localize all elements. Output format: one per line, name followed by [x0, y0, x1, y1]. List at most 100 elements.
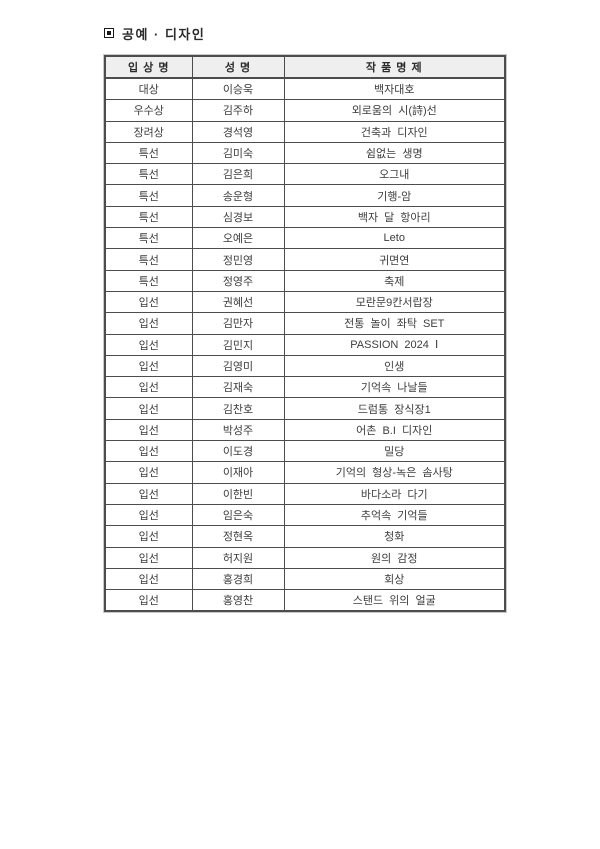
work-cell: 축제: [283, 269, 506, 292]
work-cell: 회상: [283, 567, 506, 591]
name-cell: 허지원: [191, 546, 285, 569]
work-cell: 밀당: [283, 440, 506, 463]
name-cell: 오예은: [191, 227, 285, 250]
award-cell: 특선: [104, 141, 193, 165]
name-cell: 임은숙: [191, 503, 285, 527]
table-row: 입선 이재아 기억의 형상-녹은 솜사탕: [104, 461, 506, 484]
award-cell: 입선: [104, 503, 193, 527]
table-row: 특선 심경보 백자 달 항아리: [104, 205, 506, 229]
table-row: 특선 김은희 오그내: [104, 163, 506, 186]
work-cell: 백자 달 항아리: [283, 205, 506, 229]
work-cell: 백자대호: [283, 77, 506, 101]
work-cell: Leto: [283, 227, 506, 250]
name-cell: 김재숙: [191, 376, 285, 399]
name-cell: 김민지: [191, 333, 285, 356]
name-cell: 김만자: [191, 312, 285, 335]
name-cell: 심경보: [191, 205, 285, 229]
work-cell: 모란문9칸서랍장: [283, 290, 506, 314]
name-cell: 홍경희: [191, 567, 285, 591]
awards-table: 입 상 명 성 명 작 품 명 제 대상 이승욱 백자대호 우수상 김주하 외로움의 시(…: [103, 53, 507, 614]
table-row: 입선 홍경희 회상: [104, 567, 506, 591]
award-cell: 특선: [104, 248, 193, 271]
award-cell: 입선: [104, 312, 193, 335]
table-row: 입선 권혜선 모란문9칸서랍장: [104, 290, 506, 314]
award-cell: 입선: [104, 546, 193, 569]
table-row: 우수상 김주하 외로움의 시(詩)선: [104, 99, 506, 122]
header-award-name: 입 상 명: [104, 55, 193, 79]
table-row: 입선 김찬호 드럼통 장식장1: [104, 397, 506, 420]
work-cell: 기억속 나날들: [283, 376, 506, 399]
work-cell: 건축과 디자인: [283, 120, 506, 143]
table-row: 입선 이한빈 바다소라 다기: [104, 482, 506, 505]
table-body: 대상 이승욱 백자대호 우수상 김주하 외로움의 시(詩)선 장려상 경석영 건축과 디자인 특선…: [104, 77, 506, 612]
award-cell: 입선: [104, 567, 193, 591]
name-cell: 경석영: [191, 120, 285, 143]
table-row: 입선 김민지 PASSION 2024 Ⅰ: [104, 333, 506, 356]
table-row: 입선 허지원 원의 감정: [104, 546, 506, 569]
table-row: 입선 임은숙 추억속 기억들: [104, 503, 506, 527]
section-bullet-inner: [107, 31, 111, 35]
work-cell: 전통 놀이 좌탁 SET: [283, 312, 506, 335]
name-cell: 권혜선: [191, 290, 285, 314]
award-cell: 입선: [104, 333, 193, 356]
work-cell: 청화: [283, 525, 506, 548]
name-cell: 이승욱: [191, 77, 285, 101]
name-cell: 정영주: [191, 269, 285, 292]
name-cell: 김찬호: [191, 397, 285, 420]
name-cell: 송운형: [191, 184, 285, 207]
award-cell: 입선: [104, 397, 193, 420]
award-cell: 특선: [104, 227, 193, 250]
award-cell: 특선: [104, 184, 193, 207]
table-row: 입선 김영미 인생: [104, 354, 506, 378]
work-cell: PASSION 2024 Ⅰ: [283, 333, 506, 356]
header-person-name: 성 명: [191, 55, 285, 79]
award-cell: 장려상: [104, 120, 193, 143]
work-cell: 쉼없는 생명: [283, 141, 506, 165]
award-cell: 입선: [104, 440, 193, 463]
award-cell: 입선: [104, 589, 193, 612]
table-row: 입선 김재숙 기억속 나날들: [104, 376, 506, 399]
award-cell: 입선: [104, 482, 193, 505]
work-cell: 귀면연: [283, 248, 506, 271]
table-row: 특선 정영주 축제: [104, 269, 506, 292]
work-cell: 원의 감정: [283, 546, 506, 569]
header-work-title: 작 품 명 제: [283, 55, 506, 79]
work-cell: 스탠드 위의 얼굴: [283, 589, 506, 612]
name-cell: 김은희: [191, 163, 285, 186]
work-cell: 기행-암: [283, 184, 506, 207]
table-row: 입선 이도경 밀당: [104, 440, 506, 463]
work-cell: 바다소라 다기: [283, 482, 506, 505]
name-cell: 박성주: [191, 418, 285, 442]
name-cell: 김미숙: [191, 141, 285, 165]
table-header-row: 입 상 명 성 명 작 품 명 제: [104, 55, 506, 79]
table-row: 입선 박성주 어촌 B.I 디자인: [104, 418, 506, 442]
table-row: 장려상 경석영 건축과 디자인: [104, 120, 506, 143]
table-row: 입선 정현옥 청화: [104, 525, 506, 548]
work-cell: 오그내: [283, 163, 506, 186]
name-cell: 정민영: [191, 248, 285, 271]
name-cell: 이재아: [191, 461, 285, 484]
table-row: 대상 이승욱 백자대호: [104, 77, 506, 101]
name-cell: 홍영찬: [191, 589, 285, 612]
name-cell: 이도경: [191, 440, 285, 463]
work-cell: 어촌 B.I 디자인: [283, 418, 506, 442]
name-cell: 이한빈: [191, 482, 285, 505]
award-cell: 특선: [104, 269, 193, 292]
work-cell: 외로움의 시(詩)선: [283, 99, 506, 122]
award-cell: 입선: [104, 354, 193, 378]
table-row: 특선 송운형 기행-암: [104, 184, 506, 207]
work-cell: 추억속 기억들: [283, 503, 506, 527]
table-row: 입선 김만자 전통 놀이 좌탁 SET: [104, 312, 506, 335]
table-row: 특선 정민영 귀면연: [104, 248, 506, 271]
work-cell: 기억의 형상-녹은 솜사탕: [283, 461, 506, 484]
work-cell: 인생: [283, 354, 506, 378]
name-cell: 김주하: [191, 99, 285, 122]
work-cell: 드럼통 장식장1: [283, 397, 506, 420]
table-row: 특선 오예은 Leto: [104, 227, 506, 250]
award-cell: 특선: [104, 205, 193, 229]
award-cell: 입선: [104, 290, 193, 314]
award-cell: 입선: [104, 418, 193, 442]
award-cell: 대상: [104, 77, 193, 101]
section-bullet-icon: [104, 28, 114, 38]
